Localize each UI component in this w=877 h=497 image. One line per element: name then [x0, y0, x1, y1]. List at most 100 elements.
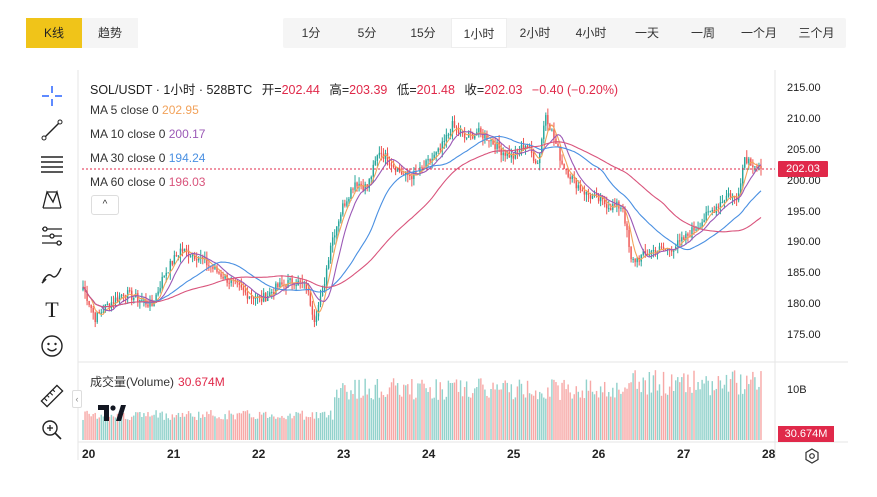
- ma30-legend[interactable]: MA 30 close 0 194.24: [90, 151, 205, 165]
- candle-body: [108, 303, 111, 309]
- ma10-legend[interactable]: MA 10 close 0 200.17: [90, 127, 205, 141]
- ma30-label: MA 30 close 0: [90, 151, 166, 165]
- volume-bar: [313, 418, 316, 440]
- interval-1mo[interactable]: 一个月: [740, 26, 777, 40]
- candle-body: [100, 312, 102, 314]
- candle-body: [317, 305, 320, 317]
- candle-body: [522, 145, 525, 150]
- fib-icon[interactable]: [38, 150, 66, 178]
- candle-body: [447, 134, 450, 136]
- volume-bar: [321, 412, 324, 440]
- volume-bar: [656, 390, 659, 440]
- candle-body: [334, 235, 336, 238]
- ma5-legend[interactable]: MA 5 close 0 202.95: [90, 103, 199, 117]
- trendline-icon[interactable]: [38, 116, 66, 144]
- candle-body: [372, 164, 374, 177]
- candle-body: [746, 157, 748, 164]
- candle-body: [356, 182, 358, 187]
- interval-1d[interactable]: 一天: [634, 26, 659, 40]
- ma60-legend[interactable]: MA 60 close 0 196.03: [90, 175, 205, 189]
- volume-bar: [591, 391, 594, 440]
- tab-kline[interactable]: K线: [26, 18, 82, 48]
- volume-bar: [169, 419, 172, 440]
- interval-1h[interactable]: 1小时: [451, 18, 507, 48]
- candle-body: [559, 146, 561, 161]
- candle-body: [327, 260, 330, 269]
- candle-body: [567, 170, 569, 177]
- candle-body: [526, 145, 529, 149]
- candle-body: [271, 292, 273, 294]
- volume-bar: [114, 417, 117, 440]
- candle-body: [354, 182, 356, 190]
- volume-bar: [407, 384, 409, 440]
- candle-body: [181, 248, 184, 252]
- candle-body: [640, 254, 642, 262]
- volume-bar: [608, 392, 610, 440]
- volume-bar: [147, 412, 149, 440]
- candle-body: [277, 283, 279, 288]
- candle-body: [155, 294, 157, 303]
- volume-bar: [476, 387, 478, 440]
- volume-bar: [752, 371, 754, 440]
- scroll-left-handle[interactable]: ‹: [72, 390, 82, 408]
- volume-bar: [187, 411, 190, 440]
- interval-2h[interactable]: 2小时: [519, 26, 551, 40]
- volume-bar: [681, 377, 683, 440]
- candle-body: [632, 258, 634, 260]
- volume-bar: [396, 383, 399, 440]
- candle-body: [370, 176, 372, 180]
- zoom-in-icon[interactable]: [38, 416, 66, 444]
- candle-body: [179, 248, 182, 256]
- volume-bar: [451, 382, 454, 440]
- volume-bar: [234, 419, 236, 440]
- interval-5m[interactable]: 5分: [357, 26, 377, 40]
- candle-body: [167, 272, 169, 274]
- volume-bar: [240, 413, 243, 440]
- candle-body: [664, 249, 667, 251]
- emoji-icon[interactable]: [38, 332, 66, 360]
- candle-body: [569, 176, 571, 180]
- volume-bar: [260, 414, 263, 440]
- volume-bar: [677, 377, 679, 440]
- volume-bar: [583, 398, 586, 440]
- interval-15m[interactable]: 15分: [410, 26, 436, 40]
- volume-bar: [267, 417, 269, 440]
- projection-icon[interactable]: [38, 222, 66, 250]
- candle-body: [133, 297, 135, 300]
- candle-body: [244, 290, 247, 293]
- collapse-legend-button[interactable]: ^: [91, 195, 119, 215]
- volume-bar: [155, 410, 157, 440]
- text-icon[interactable]: T: [38, 296, 66, 324]
- crosshair-icon[interactable]: [38, 82, 66, 110]
- candle-body: [405, 171, 407, 175]
- volume-bar: [368, 388, 370, 440]
- candle-body: [352, 188, 354, 190]
- candle-body: [677, 240, 679, 247]
- interval-4h[interactable]: 4小时: [575, 26, 607, 40]
- tab-trend[interactable]: 趋势: [82, 18, 138, 48]
- volume-bar: [618, 389, 620, 440]
- candle-body: [589, 195, 592, 199]
- volume-bar: [250, 417, 253, 440]
- volume-bar: [733, 370, 736, 440]
- settings-icon[interactable]: [804, 448, 820, 464]
- interval-1m[interactable]: 1分: [301, 26, 321, 40]
- ruler-icon[interactable]: [38, 382, 66, 410]
- volume-bar: [185, 414, 188, 440]
- brush-icon[interactable]: [38, 260, 66, 288]
- interval-3mo[interactable]: 三个月: [798, 26, 835, 40]
- volume-bar: [512, 399, 515, 440]
- volume-bar: [510, 384, 513, 440]
- candle-body: [672, 250, 675, 252]
- volume-bar: [543, 397, 545, 440]
- price-axis-label: 210.00: [787, 112, 821, 125]
- pattern-icon[interactable]: [38, 186, 66, 214]
- interval-1w[interactable]: 一周: [690, 26, 715, 40]
- volume-bar: [291, 418, 293, 440]
- volume-bar: [707, 380, 709, 440]
- candle-body: [504, 152, 506, 156]
- candle-body: [687, 233, 689, 236]
- candle-body: [585, 191, 588, 195]
- candle-body: [591, 195, 594, 199]
